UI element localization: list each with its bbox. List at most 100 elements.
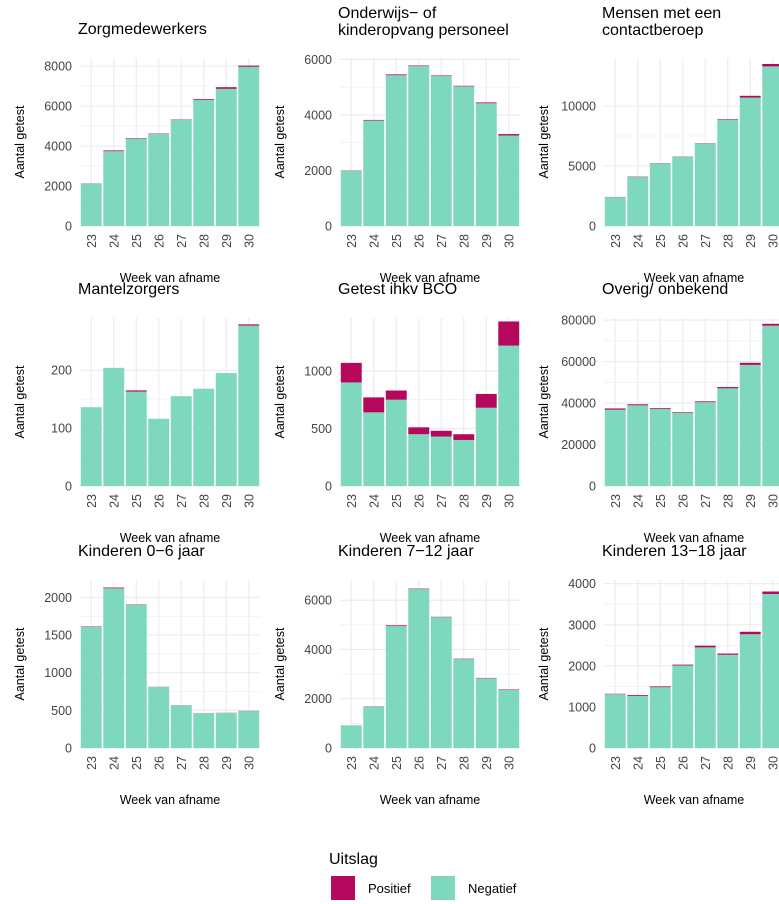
- x-tick-label: 26: [152, 234, 166, 248]
- x-tick-label: 29: [744, 494, 758, 508]
- bar-negatief: [717, 388, 739, 486]
- x-axis-title: Week van afname: [380, 793, 481, 807]
- x-tick-label: 25: [390, 234, 404, 248]
- bar-negatief: [453, 86, 475, 226]
- x-tick-label: 25: [130, 756, 144, 770]
- y-axis-title: Aantal getest: [13, 627, 27, 700]
- x-tick-label: 28: [721, 234, 735, 248]
- bar-negatief: [498, 689, 520, 748]
- x-tick-label: 29: [744, 756, 758, 770]
- x-tick-label: 30: [502, 756, 516, 770]
- x-tick-label: 23: [609, 234, 623, 248]
- y-tick-label: 0: [589, 220, 596, 234]
- panel-title: Zorgmedewerkers: [78, 21, 207, 38]
- bar-positief: [762, 64, 779, 67]
- x-tick-label: 28: [197, 494, 211, 508]
- bar-negatief: [672, 665, 694, 748]
- legend-label-negatief: Negatief: [468, 881, 517, 896]
- bar-negatief: [80, 626, 102, 748]
- x-tick-label: 26: [676, 494, 690, 508]
- bar-negatief: [453, 659, 475, 748]
- bar-negatief: [215, 712, 237, 748]
- panel-title: Kinderen 0−6 jaar: [78, 543, 205, 560]
- x-tick-label: 25: [130, 234, 144, 248]
- panel-title: Kinderen 13−18 jaar: [602, 543, 747, 560]
- panel-9: 0 1000 2000 3000 4000 23 24 25 26 27 28 29 30 Week va…: [537, 543, 779, 807]
- x-tick-label: 27: [175, 494, 189, 508]
- x-tick-label: 28: [197, 234, 211, 248]
- y-tick-label: 1000: [44, 666, 72, 680]
- bar-negatief: [604, 694, 626, 748]
- y-axis-title: Aantal getest: [537, 365, 551, 438]
- bar-positief: [498, 134, 520, 136]
- bar-negatief: [193, 100, 215, 226]
- y-tick-label: 500: [311, 422, 332, 436]
- y-tick-label: 2000: [44, 180, 72, 194]
- bar-negatief: [739, 634, 761, 748]
- x-axis-title: Week van afname: [644, 531, 745, 545]
- bar-negatief: [363, 412, 385, 486]
- bar-negatief: [215, 373, 237, 486]
- bar-positief: [739, 95, 761, 98]
- bar-negatief: [717, 654, 739, 748]
- y-axis-title: Aantal getest: [273, 627, 287, 700]
- x-axis-title: Week van afname: [644, 793, 745, 807]
- y-tick-label: 200: [51, 364, 72, 378]
- bar-negatief: [148, 418, 170, 486]
- bar-positief: [340, 362, 362, 383]
- x-tick-label: 27: [435, 494, 449, 508]
- bar-negatief: [649, 687, 671, 748]
- bar-negatief: [694, 402, 716, 486]
- bar-negatief: [627, 695, 649, 748]
- legend-label-positief: Positief: [368, 881, 411, 896]
- x-axis-title: Week van afname: [380, 531, 481, 545]
- bar-negatief: [627, 177, 649, 226]
- y-tick-label: 0: [589, 480, 596, 494]
- bar-negatief: [148, 134, 170, 226]
- bar-negatief: [125, 604, 147, 748]
- x-tick-label: 25: [390, 494, 404, 508]
- y-axis-title: Aantal getest: [537, 105, 551, 178]
- x-tick-label: 30: [242, 756, 256, 770]
- y-axis-title: Aantal getest: [537, 627, 551, 700]
- bar-negatief: [363, 120, 385, 226]
- bar-negatief: [475, 678, 497, 748]
- bar-negatief: [604, 197, 626, 226]
- x-tick-label: 30: [766, 494, 779, 508]
- x-tick-label: 28: [457, 494, 471, 508]
- x-tick-label: 29: [744, 234, 758, 248]
- y-tick-label: 2000: [44, 591, 72, 605]
- bar-negatief: [385, 75, 407, 227]
- bar-negatief: [215, 88, 237, 226]
- y-tick-label: 80000: [561, 314, 596, 328]
- bar-negatief: [604, 409, 626, 486]
- x-tick-label: 27: [175, 234, 189, 248]
- x-tick-label: 23: [85, 756, 99, 770]
- y-tick-label: 0: [589, 742, 596, 756]
- x-axis-title: Week van afname: [380, 271, 481, 285]
- bar-negatief: [498, 345, 520, 486]
- panel-8: 0 2000 4000 6000 23 24 25 26 27 28 29 30 Week van af…: [273, 543, 520, 807]
- x-tick-label: 29: [480, 234, 494, 248]
- bar-negatief: [762, 66, 779, 227]
- bar-negatief: [475, 103, 497, 226]
- panel-3: 0 5000 10000 23 24 25 26 27 28 29 30 Week van afnam…: [537, 5, 779, 285]
- x-axis-title: Week van afname: [644, 271, 745, 285]
- y-tick-label: 10000: [561, 100, 596, 114]
- panel-6: 0 20000 40000 60000 80000 23 24 25 26 27 28 29 30 Wee…: [537, 281, 779, 545]
- y-tick-label: 1000: [568, 700, 596, 714]
- bar-positief: [475, 102, 497, 104]
- bar-negatief: [717, 119, 739, 226]
- y-axis-title: Aantal getest: [273, 365, 287, 438]
- bar-negatief: [170, 705, 192, 748]
- bar-positief: [627, 404, 649, 406]
- x-tick-label: 25: [130, 494, 144, 508]
- bar-positief: [762, 323, 779, 326]
- x-tick-label: 24: [107, 234, 121, 248]
- bar-positief: [672, 664, 694, 666]
- y-tick-label: 2000: [568, 659, 596, 673]
- x-tick-label: 28: [721, 756, 735, 770]
- x-tick-label: 26: [676, 756, 690, 770]
